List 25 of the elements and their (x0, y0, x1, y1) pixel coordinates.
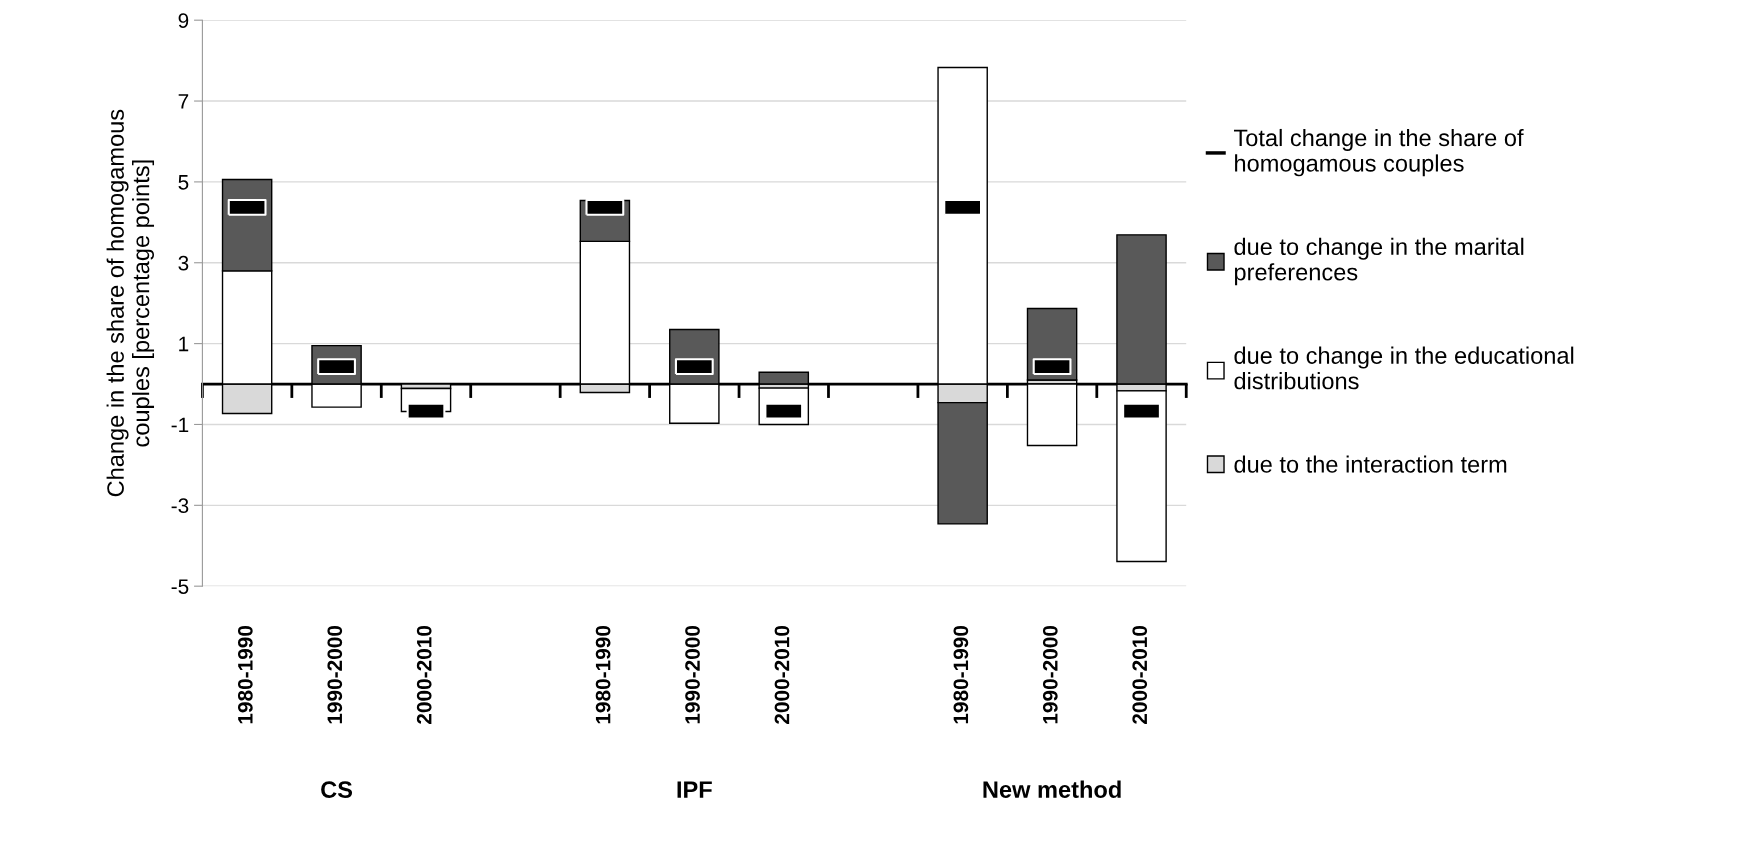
text: CS (321, 781, 353, 798)
legend-label: due to the interaction term (1234, 455, 1507, 473)
y-tick-label: -5 (171, 579, 189, 594)
y-axis-title: Change in the share of homogamous couples [percentage points] (106, 109, 155, 497)
y-tick-label: -1 (171, 417, 189, 433)
x-tick-label: 1990-2000 (327, 625, 343, 724)
x-tick-label: 2000-2010 (416, 625, 432, 724)
y-tick-label: 9 (178, 13, 189, 28)
x-tick-label: 1980-1990 (237, 625, 253, 724)
text: IPF (677, 781, 712, 798)
y-tick-label: 3 (178, 255, 189, 271)
legend-label: due to change in the educational distributions (1234, 346, 1574, 390)
text: New method (983, 780, 1121, 798)
x-tick-label: 1990-2000 (685, 625, 700, 724)
x-tick-label: 1980-1990 (953, 625, 969, 724)
x-tick-label: 1980-1990 (595, 625, 611, 724)
legend-label: due to change in the marital preferences (1234, 237, 1524, 286)
y-tick-label: 7 (178, 94, 189, 109)
y-tick-label: 5 (178, 175, 189, 190)
legend-label: Total change in the share of homogamous couples (1233, 128, 1524, 177)
y-tick-label: -3 (171, 498, 189, 514)
x-tick-label: 1990-2000 (1042, 625, 1058, 724)
x-tick-label: 2000-2010 (774, 625, 790, 724)
x-tick-label: 2000-2010 (1132, 625, 1148, 724)
y-tick-label: 1 (179, 336, 189, 352)
